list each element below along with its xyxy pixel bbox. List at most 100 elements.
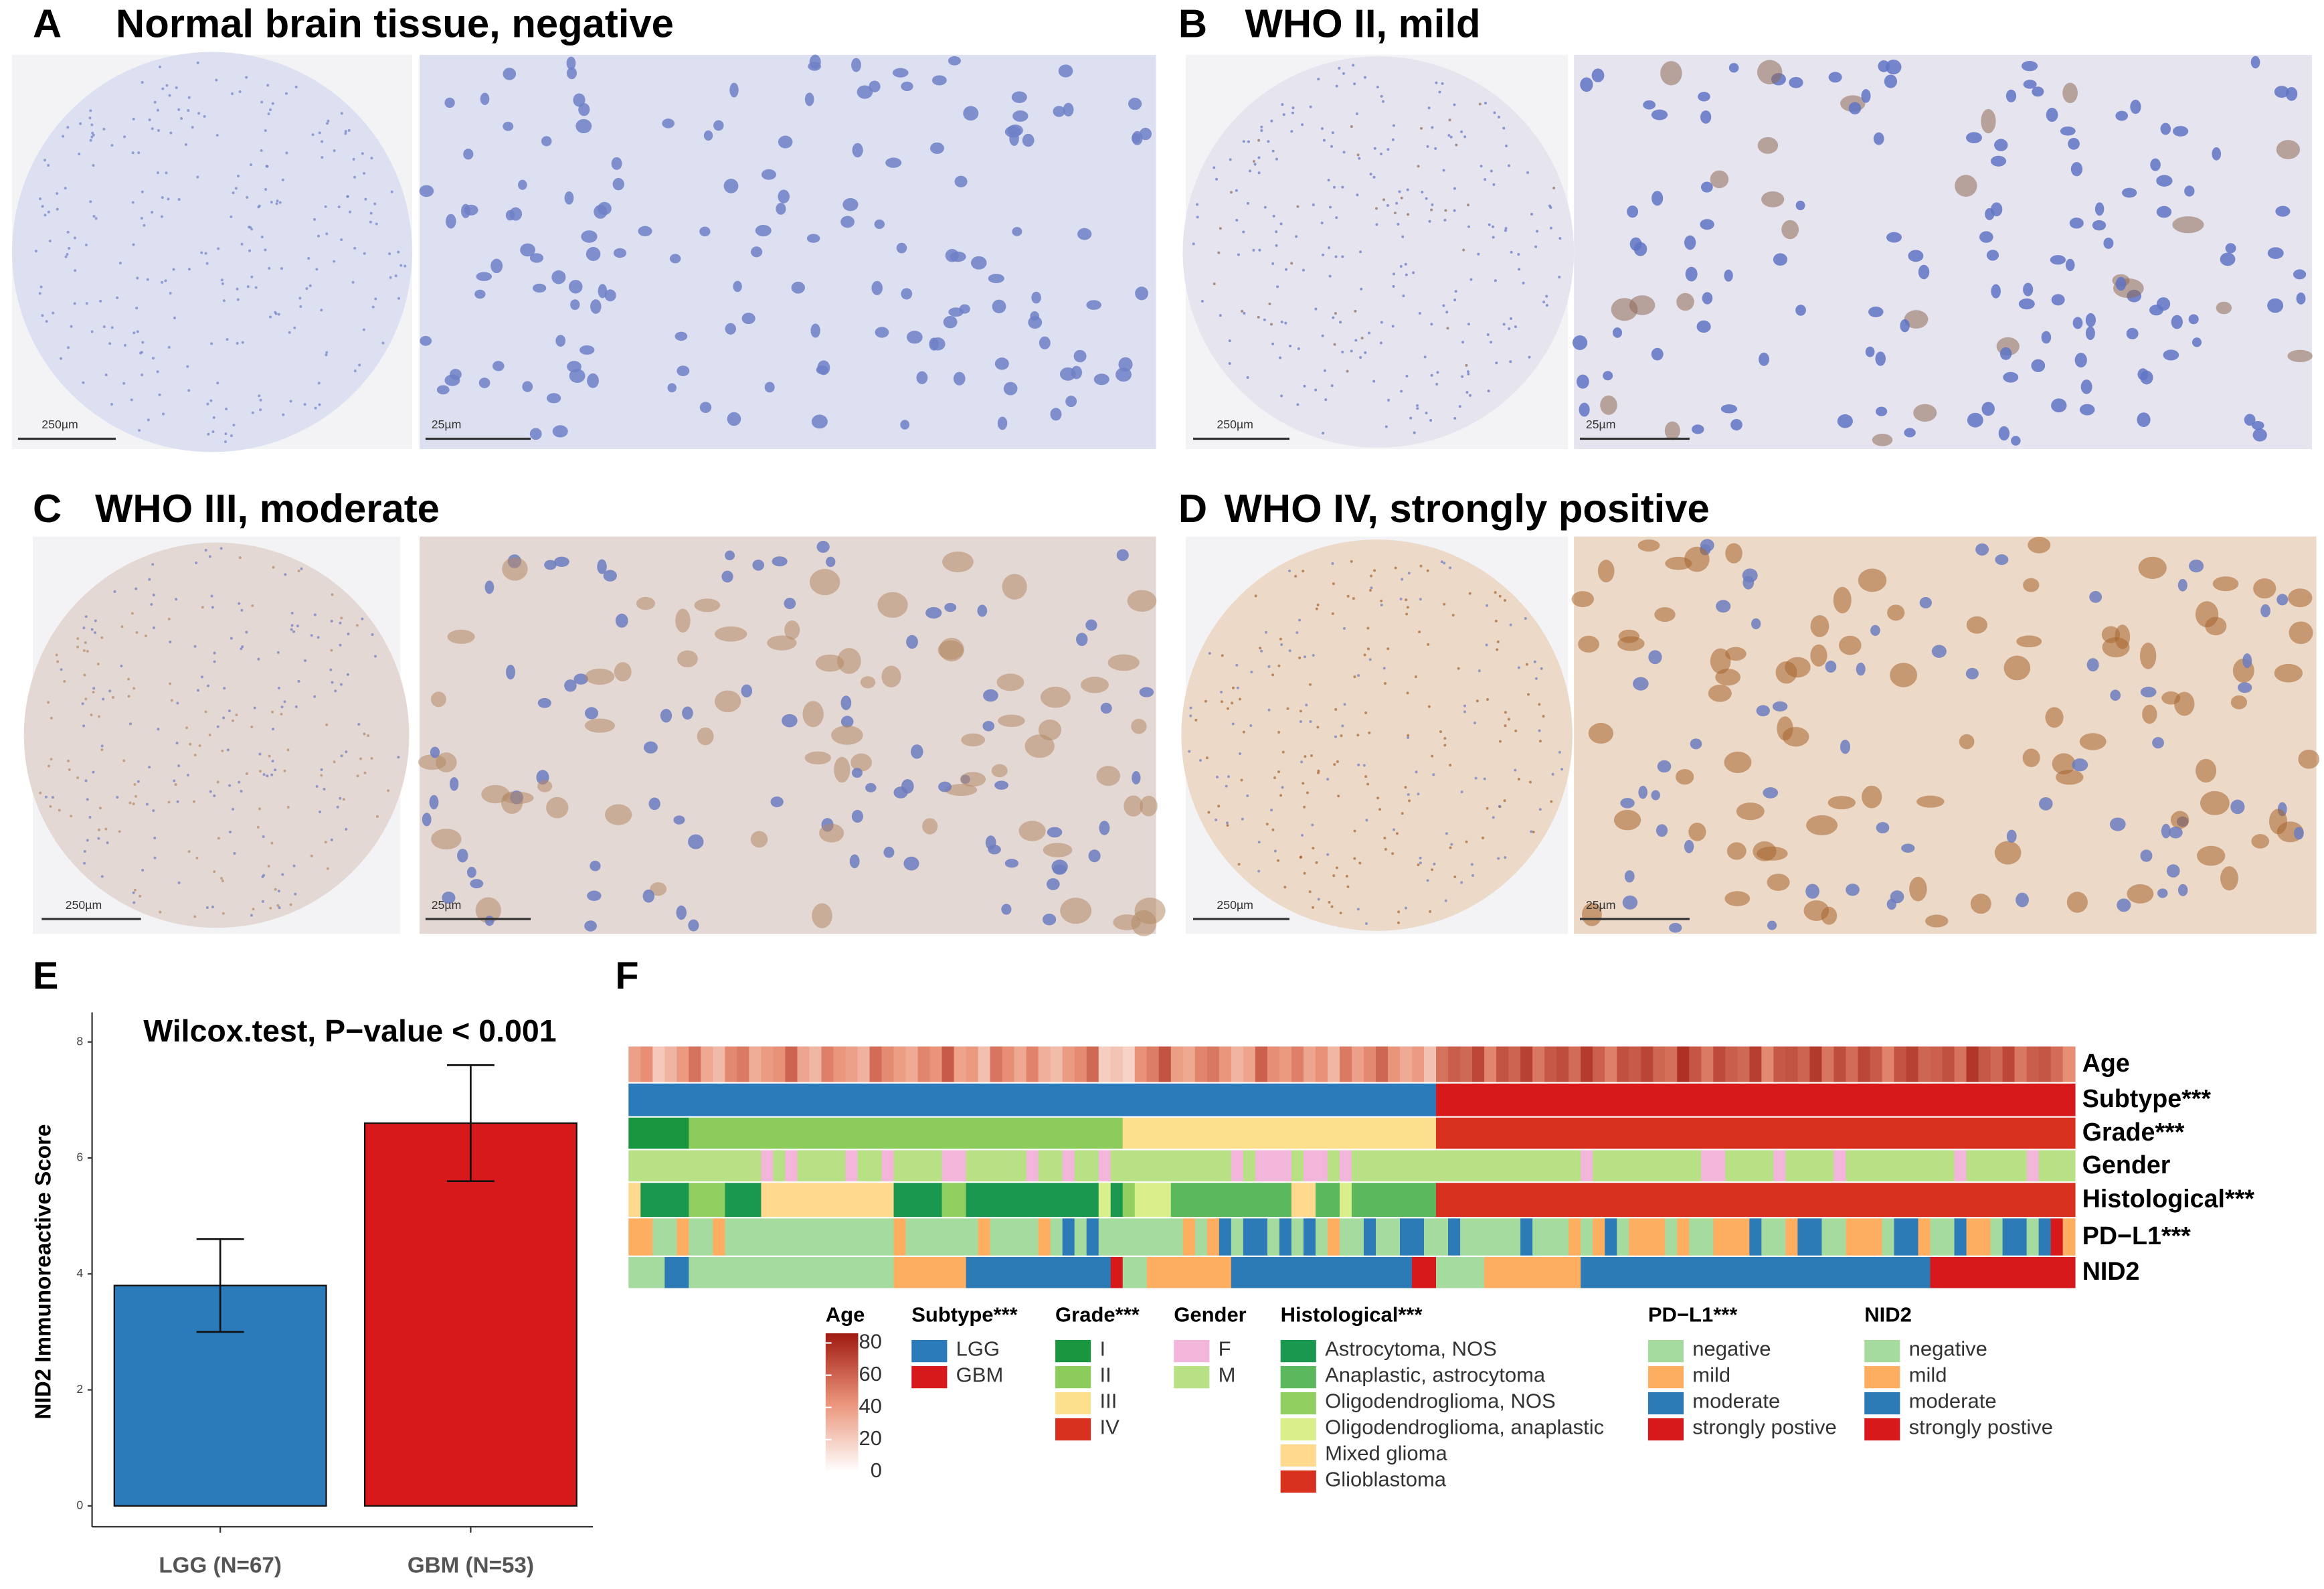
tma-texture xyxy=(1504,724,1507,728)
tma-texture xyxy=(1341,255,1344,258)
cell xyxy=(2237,682,2252,693)
cell xyxy=(493,361,505,371)
tma-texture xyxy=(1436,371,1439,374)
cell xyxy=(997,416,1008,430)
tma-texture xyxy=(39,791,42,794)
cell xyxy=(1904,310,1929,329)
tma-texture xyxy=(1405,598,1408,602)
tma-texture xyxy=(67,759,70,762)
tma-texture xyxy=(1229,191,1233,194)
cell xyxy=(802,701,824,728)
tma-texture xyxy=(250,726,254,729)
cell xyxy=(2079,733,2107,750)
cell xyxy=(810,323,820,338)
tma-texture xyxy=(168,94,171,97)
tma-texture xyxy=(238,602,241,605)
heatmap-segment xyxy=(2026,1150,2040,1181)
tma-texture xyxy=(1289,345,1292,348)
heatmap-segment xyxy=(1291,1183,1316,1218)
legend-title: Age xyxy=(826,1303,865,1327)
tma-texture xyxy=(250,914,253,917)
cell xyxy=(611,157,622,170)
tma-texture xyxy=(1399,264,1403,268)
cell xyxy=(2150,158,2161,171)
tma-texture xyxy=(1460,881,1463,884)
tma-texture xyxy=(1364,76,1367,79)
tma-texture xyxy=(370,157,373,160)
tma-texture xyxy=(1295,631,1299,635)
age-cell xyxy=(1821,1046,1835,1082)
tma-texture xyxy=(1205,756,1209,760)
tma-texture xyxy=(90,628,94,631)
age-cell xyxy=(1966,1046,1979,1082)
heatmap-segment xyxy=(1110,1150,1232,1181)
tma-texture xyxy=(224,440,228,444)
cell xyxy=(703,130,713,141)
cell xyxy=(2003,371,2019,383)
tma-texture xyxy=(1549,226,1552,230)
tma-texture xyxy=(1469,394,1472,397)
heatmap-segment xyxy=(1436,1117,2076,1149)
tma-texture xyxy=(222,299,226,303)
tma-texture xyxy=(173,779,176,782)
heatmap-segment xyxy=(1821,1218,1847,1256)
cell xyxy=(555,335,566,347)
cell xyxy=(1028,316,1043,329)
tma-texture xyxy=(1401,578,1404,581)
tma-texture xyxy=(370,756,373,760)
cell xyxy=(721,570,733,583)
heatmap-segment xyxy=(1062,1150,1075,1181)
cell xyxy=(2142,704,2157,724)
tma-texture xyxy=(236,287,239,290)
cell xyxy=(638,226,652,236)
legend-swatch xyxy=(1055,1418,1091,1441)
heatmap-segment xyxy=(1339,1183,1352,1218)
tma-texture xyxy=(1346,594,1350,598)
age-cell xyxy=(1665,1046,1678,1082)
cell xyxy=(1588,723,1614,744)
heatmap-segment xyxy=(1291,1150,1304,1181)
tma-texture xyxy=(228,709,231,713)
tma-texture xyxy=(91,131,94,135)
colorbar-tick-label: 20 xyxy=(859,1426,881,1450)
tma-texture xyxy=(277,687,280,689)
tma-texture xyxy=(1542,715,1545,718)
heatmap-segment xyxy=(1894,1218,1919,1256)
tma-texture xyxy=(211,430,215,434)
tma-texture xyxy=(1342,626,1346,630)
cell xyxy=(1131,718,1147,734)
tma-texture xyxy=(1490,341,1493,344)
tma-texture xyxy=(361,617,364,620)
tma-texture xyxy=(79,122,82,125)
heatmap-segment xyxy=(1436,1256,1485,1288)
cell xyxy=(1031,291,1041,304)
tma-texture xyxy=(351,280,355,284)
tma-texture xyxy=(193,915,197,918)
tma-texture xyxy=(145,803,149,806)
cell xyxy=(2274,663,2303,683)
cell xyxy=(752,560,765,571)
age-colorbar xyxy=(825,1333,859,1473)
tma-texture xyxy=(1235,219,1239,222)
legend-label: moderate xyxy=(1909,1390,1997,1413)
tma-texture xyxy=(1470,863,1473,866)
age-cell xyxy=(833,1046,846,1082)
tma-texture xyxy=(1401,235,1405,238)
tma-texture xyxy=(339,797,342,800)
heatmap-segment xyxy=(2002,1218,2028,1256)
tma-texture xyxy=(304,659,307,662)
tma-texture xyxy=(1301,833,1304,837)
tma-texture xyxy=(1538,729,1541,732)
tma-texture xyxy=(206,402,209,406)
tma-texture xyxy=(187,96,191,99)
cell xyxy=(682,706,693,720)
tma-texture xyxy=(127,695,130,698)
heatmap-segment xyxy=(893,1183,943,1218)
cell xyxy=(2293,269,2307,280)
cell xyxy=(776,203,786,215)
tma-texture xyxy=(85,302,88,305)
tma-texture xyxy=(280,712,283,716)
tma-texture xyxy=(340,616,343,620)
heatmap-segment xyxy=(1315,1218,1328,1256)
tma-texture xyxy=(1442,169,1445,172)
